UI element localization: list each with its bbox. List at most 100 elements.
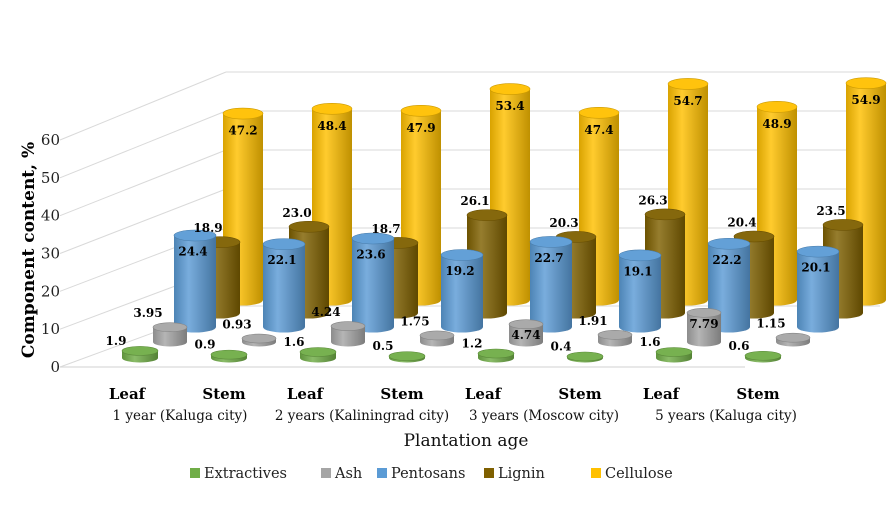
x-group-label: 3 years (Moscow city) xyxy=(469,408,619,424)
data-label-lignin: 20.3 xyxy=(549,216,578,230)
bar-top xyxy=(686,307,722,318)
legend-item-extractives: Extractives xyxy=(190,466,287,482)
data-label-cellulose: 47.2 xyxy=(228,124,257,138)
bar-extractives-3 xyxy=(388,351,426,363)
data-label-cellulose: 53.4 xyxy=(495,99,524,113)
x-axis-categories: Leaf Stem Leaf Stem Leaf Stem Leaf Stem xyxy=(109,385,780,403)
bar-top xyxy=(299,347,337,357)
y-axis-title: Component content, % xyxy=(19,142,39,358)
bar-extractives-2 xyxy=(299,347,337,363)
legend-label: Lignin xyxy=(498,466,545,482)
legend-swatch xyxy=(377,468,387,478)
bar-body xyxy=(797,251,839,333)
data-label-ash: 0.93 xyxy=(222,318,251,332)
bar-pentosans-4 xyxy=(529,236,573,333)
bar-top xyxy=(477,348,515,359)
y-tick-label: 30 xyxy=(41,245,60,263)
bar-ash-1 xyxy=(241,333,277,347)
legend-swatch xyxy=(190,468,200,478)
bar-pentosans-3 xyxy=(440,249,484,333)
bar-body xyxy=(352,238,394,333)
y-tick-label: 60 xyxy=(41,131,60,149)
bar-top xyxy=(388,351,426,361)
data-label-lignin: 26.3 xyxy=(638,193,667,207)
bar-extractives-6 xyxy=(655,347,693,363)
data-label-cellulose: 54.7 xyxy=(673,94,702,108)
bar-top xyxy=(845,77,887,89)
data-label-lignin: 23.0 xyxy=(282,206,311,220)
data-label-pentosans: 19.2 xyxy=(445,264,474,278)
y-tick-label: 20 xyxy=(41,282,60,300)
bar-ash-7 xyxy=(775,332,811,347)
legend-item-pentosans: Pentosans xyxy=(377,466,465,482)
y-tick-label: 0 xyxy=(50,358,60,376)
legend: Extractives Ash Pentosans Lignin Cellulose xyxy=(190,466,673,482)
bar-top xyxy=(796,245,840,258)
x-axis-groups: 1 year (Kaluga city) 2 years (Kaliningrad… xyxy=(113,408,797,424)
bar-top xyxy=(529,236,573,248)
data-label-lignin: 20.4 xyxy=(727,216,756,230)
data-label-pentosans: 19.1 xyxy=(623,264,652,278)
x-group-label: 2 years (Kaliningrad city) xyxy=(275,408,449,424)
bar-ash-0 xyxy=(152,322,188,347)
data-label-pentosans: 22.7 xyxy=(534,251,563,265)
x-category-label: Leaf xyxy=(465,385,503,403)
bar-top xyxy=(311,103,353,115)
data-label-ash: 4.74 xyxy=(511,328,540,342)
data-label-pentosans: 22.1 xyxy=(267,253,296,267)
data-label-ash: 1.15 xyxy=(756,317,785,331)
x-group-label: 5 years (Kaluga city) xyxy=(655,408,797,424)
bar-top xyxy=(222,107,264,120)
data-label-extractives: 0.9 xyxy=(195,338,216,352)
data-label-lignin: 23.5 xyxy=(816,204,845,218)
bar-ash-2 xyxy=(330,321,366,347)
bar-body xyxy=(441,255,483,333)
bar-top xyxy=(578,106,620,119)
bar-pentosans-1 xyxy=(262,238,306,333)
bar-body xyxy=(530,241,572,333)
data-label-extractives: 0.4 xyxy=(551,340,572,354)
bar-top xyxy=(775,332,811,343)
bar-top xyxy=(508,319,544,330)
legend-item-lignin: Lignin xyxy=(484,466,545,482)
bar-top xyxy=(707,237,751,250)
bar-top xyxy=(400,104,442,117)
data-label-cellulose: 47.9 xyxy=(406,121,435,135)
bar-top xyxy=(419,330,455,341)
x-category-label: Leaf xyxy=(109,385,147,403)
data-label-extractives: 1.2 xyxy=(462,337,483,351)
legend-item-cellulose: Cellulose xyxy=(591,466,673,482)
bar-top xyxy=(667,78,709,90)
x-group-label: 1 year (Kaluga city) xyxy=(113,408,248,424)
data-label-ash: 4.24 xyxy=(311,305,340,319)
bar-top xyxy=(744,350,782,361)
x-category-label: Stem xyxy=(558,385,601,403)
data-label-extractives: 1.6 xyxy=(284,335,305,349)
data-label-pentosans: 24.4 xyxy=(178,245,207,259)
bars xyxy=(121,77,887,363)
legend-label: Ash xyxy=(334,466,362,482)
gridline-side xyxy=(59,188,227,254)
data-label-extractives: 0.6 xyxy=(729,339,750,353)
bar-top xyxy=(241,333,277,344)
gridline-side xyxy=(59,110,227,179)
bar-body xyxy=(619,255,661,333)
bar-ash-5 xyxy=(597,330,633,347)
bar-top xyxy=(351,232,395,245)
data-label-lignin: 26.1 xyxy=(460,194,489,208)
bar-top xyxy=(173,229,217,242)
bar-extractives-5 xyxy=(566,351,604,363)
data-label-extractives: 1.6 xyxy=(640,335,661,349)
data-label-ash: 1.75 xyxy=(400,314,429,328)
bar-ash-6 xyxy=(686,307,722,347)
bar-top xyxy=(618,249,662,262)
data-label-pentosans: 23.6 xyxy=(356,248,385,262)
legend-swatch xyxy=(321,468,331,478)
bar-top xyxy=(489,83,531,95)
y-axis-ticks: 0 10 20 30 40 50 60 xyxy=(41,131,60,376)
data-label-extractives: 1.9 xyxy=(106,334,127,348)
bar-body xyxy=(687,312,721,347)
legend-swatch xyxy=(591,468,601,478)
legend-label: Pentosans xyxy=(391,466,465,482)
data-labels: 47.2 48.4 47.9 53.4 47.4 54.7 48.9 54.9 18.9 23.0… xyxy=(106,93,881,353)
